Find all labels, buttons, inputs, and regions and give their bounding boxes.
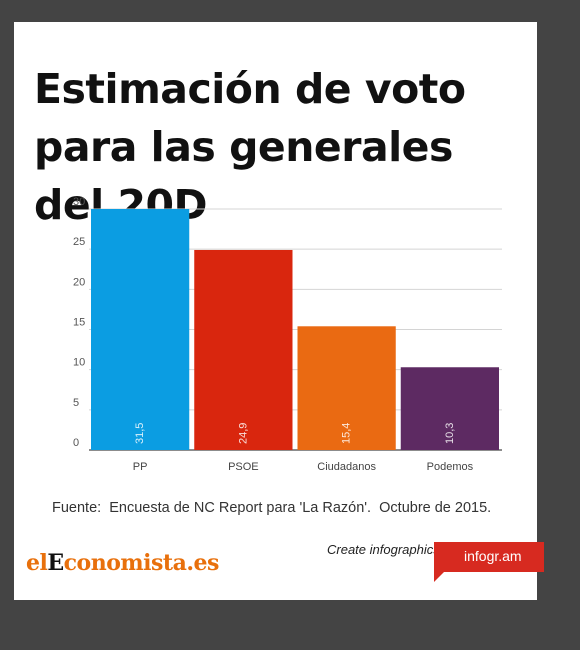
bar-podemos — [400, 367, 499, 450]
x-tick-label: Ciudadanos — [317, 461, 376, 473]
chart-title: Estimación de voto para las generales de… — [34, 65, 466, 229]
infogram-link[interactable]: infogr.am — [464, 548, 522, 564]
source-note: Fuente: Encuesta de NC Report para 'La R… — [52, 500, 492, 516]
bar-value-label: 31,5 — [134, 423, 146, 444]
bar-value-label: 15,4 — [341, 423, 353, 444]
logo-el: el — [26, 550, 48, 576]
bar-chart: 0 5 10 15 20 25 30 31,5 PP 24,9 PSOE 15,4 Ciudadanos… — [73, 196, 502, 473]
x-tick-label: PP — [133, 461, 148, 473]
infogram-badge-tail — [434, 570, 446, 582]
bar-pp — [91, 209, 190, 450]
logo-rest: conomista.es — [63, 550, 220, 576]
bar-ciudadanos — [297, 326, 396, 450]
bar-psoe — [194, 249, 293, 450]
y-tick-label: 15 — [73, 317, 85, 329]
bar-value-label: 24,9 — [237, 423, 249, 444]
x-tick-label: PSOE — [228, 461, 259, 473]
logo-e: E — [47, 550, 64, 576]
y-tick-label: 0 — [73, 437, 79, 449]
y-tick-label: 10 — [73, 357, 85, 369]
create-infographics-link[interactable]: Create infographics — [327, 542, 440, 557]
eleconomista-logo[interactable]: elEconomista.es — [26, 550, 219, 576]
y-tick-label: 30 — [73, 196, 85, 208]
infogram-badge[interactable] — [434, 542, 544, 572]
x-tick-label: Podemos — [427, 461, 474, 473]
bar-value-label: 10,3 — [444, 423, 456, 444]
y-tick-label: 25 — [73, 236, 85, 248]
infographic-card: Estimación de voto para las generales de… — [14, 22, 544, 600]
y-tick-label: 20 — [73, 276, 85, 288]
y-tick-label: 5 — [73, 397, 79, 409]
